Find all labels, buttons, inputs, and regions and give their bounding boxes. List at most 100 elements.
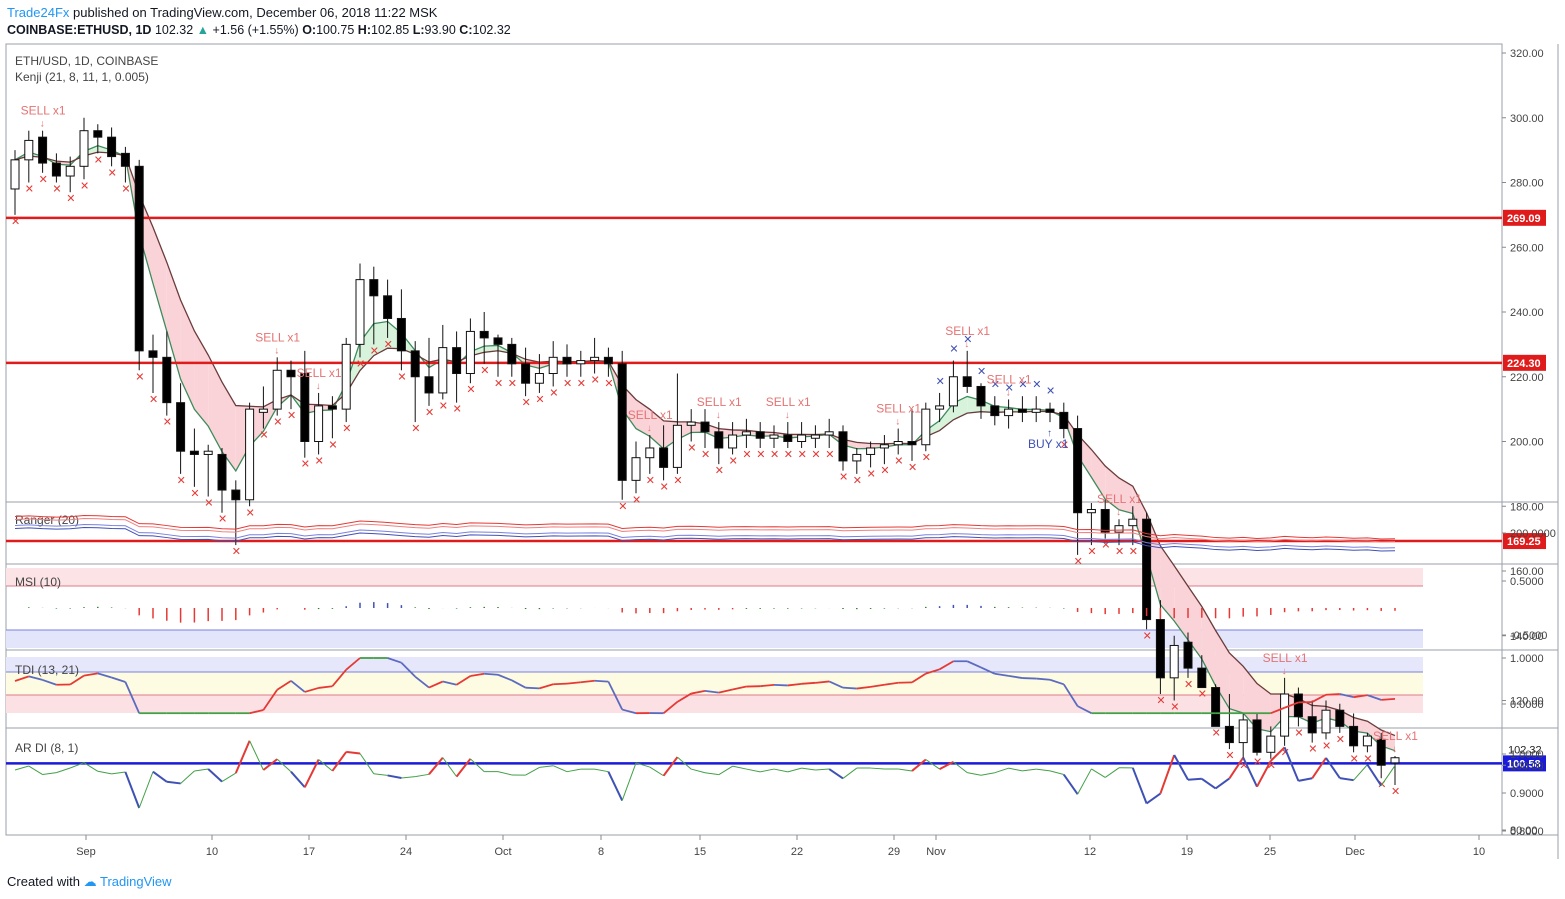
tdi-segment — [607, 681, 624, 710]
tdi-segment — [1311, 693, 1327, 703]
ardi-segment — [1325, 757, 1341, 779]
signal-x-marker: ✕ — [11, 216, 20, 228]
candle-body — [1390, 757, 1400, 764]
pane-y-tick-label: 0.9000 — [1510, 788, 1544, 800]
candle-body — [355, 279, 365, 345]
candle-body — [1238, 719, 1248, 744]
ardi-segment — [870, 767, 885, 770]
ardi-segment — [1256, 760, 1272, 788]
tdi-segment — [511, 679, 527, 689]
candle-body — [1362, 735, 1372, 747]
candle-body — [548, 356, 558, 375]
candle-body — [79, 130, 89, 167]
ardi-segment — [635, 762, 650, 768]
ardi-segment — [677, 756, 692, 770]
signal-label: SELL x1 — [697, 395, 742, 409]
candle-body — [617, 363, 627, 481]
signal-x-marker: ✕ — [411, 423, 420, 435]
ardi-segment — [138, 771, 154, 809]
ardi-segment — [1353, 764, 1368, 781]
price-axis[interactable]: 320.00 300.00 280.00 260.00 240.00 220.00 200.… — [1502, 48, 1544, 837]
ardi-segment — [14, 765, 29, 771]
tdi-segment — [42, 679, 57, 686]
tradingview-logo-icon[interactable]: ☁ — [83, 874, 97, 889]
ardi-segment — [442, 757, 458, 777]
ardi-segment — [415, 773, 430, 778]
ardi-segment — [1380, 765, 1396, 786]
tdi-segment — [704, 690, 719, 694]
candle-body — [1059, 411, 1069, 430]
tdi-segment — [1036, 677, 1051, 681]
tdi-segment — [760, 683, 775, 688]
candle-body — [1211, 687, 1221, 727]
tdi-segment — [484, 672, 499, 676]
tdi-segment — [580, 679, 595, 684]
ardi-segment — [1062, 773, 1079, 795]
signal-x-marker: ✕ — [80, 180, 89, 192]
cloud-segment — [180, 300, 195, 410]
signal-x-marker: ✕ — [397, 371, 406, 383]
candle-body — [1142, 518, 1152, 621]
tdi-segment — [14, 675, 30, 682]
x-tick-label: 15 — [694, 846, 706, 858]
signal-arrow: ↓ — [1116, 507, 1121, 518]
signal-arrow: ↓ — [647, 423, 652, 434]
ardi-segment — [221, 772, 237, 782]
candle-body — [1155, 619, 1165, 679]
signal-x-marker: ✕ — [770, 449, 779, 461]
cloud-segment — [1174, 565, 1188, 640]
time-axis[interactable]: Sep 10 17 24 Oct 8 15 22 29 Nov 12 19 25 Dec 10 — [76, 835, 1485, 858]
signal-x-marker: ✕ — [1212, 727, 1221, 739]
signal-x-marker: ✕ — [453, 404, 462, 416]
candle-body — [162, 356, 172, 404]
y-tick-label: 140.00 — [1510, 631, 1544, 643]
msi-upper-band — [6, 568, 1423, 586]
tdi-segment — [304, 687, 319, 693]
signal-x-marker: ✕ — [549, 387, 558, 399]
tdi-segment — [290, 680, 306, 693]
candle-body — [672, 424, 682, 468]
candle-body — [866, 447, 876, 455]
signal-x-marker: ✕ — [1032, 379, 1041, 391]
tdi-segment — [1325, 693, 1340, 696]
publisher-name[interactable]: Trade24Fx — [7, 5, 70, 20]
candle-body — [507, 343, 517, 365]
tdi-segment — [331, 669, 347, 687]
last-price: 102.32 — [154, 23, 194, 37]
candle-body — [1004, 408, 1014, 417]
footer-brand[interactable]: TradingView — [100, 874, 172, 889]
candle-body — [1321, 709, 1331, 734]
up-triangle-icon: ▲ — [196, 23, 210, 37]
ardi-segment — [1036, 768, 1051, 772]
pane-title: AR DI (8, 1) — [15, 741, 78, 755]
tdi-segment — [663, 701, 678, 714]
signal-x-marker: ✕ — [687, 443, 696, 455]
cloud-segment — [208, 355, 222, 452]
tdi-segment — [939, 660, 954, 671]
signal-label: BUY x1 — [1028, 437, 1069, 451]
tdi-segment — [966, 660, 982, 669]
ardi-segment — [318, 759, 333, 772]
tdi-segment — [732, 685, 747, 691]
close-label: C: — [459, 23, 473, 37]
signal-x-marker: ✕ — [1101, 540, 1110, 552]
tdi-segment — [815, 680, 830, 684]
pane-y-tick-label: 0.0000 — [1510, 699, 1544, 711]
x-tick-label: Dec — [1345, 846, 1365, 858]
signal-x-marker: ✕ — [508, 378, 517, 390]
signal-x-marker: ✕ — [494, 378, 503, 390]
candle-body — [824, 431, 834, 436]
tdi-segment — [111, 676, 126, 683]
signal-x-marker: ✕ — [163, 417, 172, 429]
y-tick-label: 80.00 — [1510, 825, 1538, 837]
low-label: L: — [412, 23, 425, 37]
ardi-segment — [566, 768, 581, 773]
candle-body — [134, 165, 144, 352]
cloud-segment — [153, 227, 167, 332]
symbol-line: COINBASE:ETHUSD, 1D 102.32 ▲ +1.56 (+1.5… — [7, 23, 511, 37]
tdi-segment — [442, 680, 457, 686]
tdi-segment — [856, 685, 871, 690]
signal-x-marker: ✕ — [218, 514, 227, 526]
signal-x-marker: ✕ — [701, 449, 710, 461]
